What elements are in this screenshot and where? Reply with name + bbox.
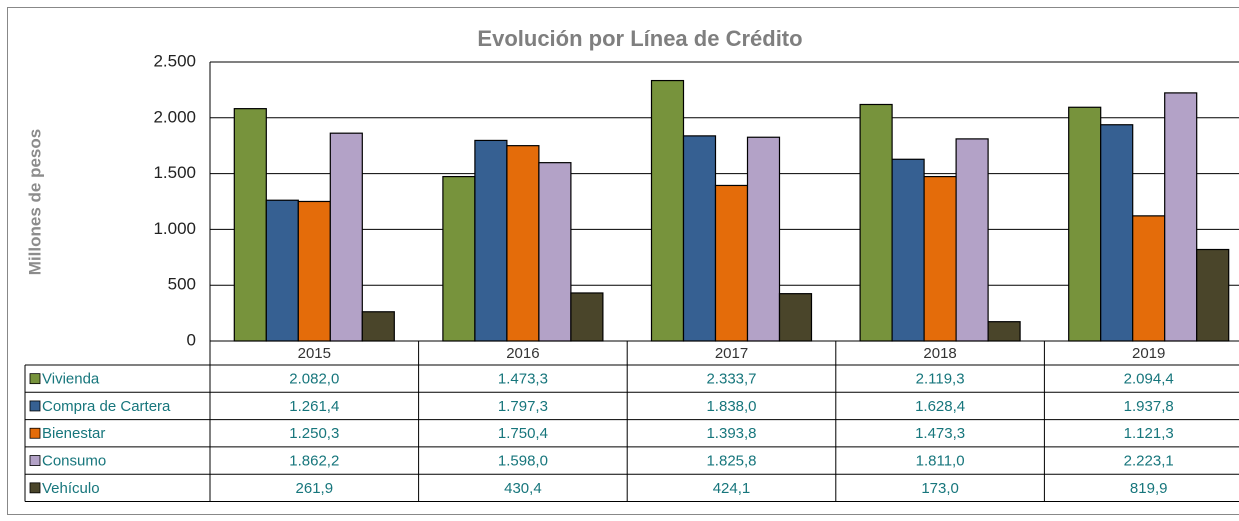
bar	[1100, 124, 1134, 342]
value-label: 1.473,3	[498, 371, 548, 388]
value-label: 1.750,4	[498, 425, 548, 442]
value-label: 1.393,8	[706, 425, 756, 442]
bar	[746, 136, 781, 342]
bar	[778, 293, 813, 342]
value-label: 1.838,0	[706, 398, 756, 415]
y-tick-label: 2.000	[153, 107, 196, 126]
bar	[682, 135, 717, 342]
bar	[891, 158, 925, 342]
value-label: 261,9	[296, 480, 334, 497]
value-label: 1.473,3	[915, 425, 965, 442]
value-label: 424,1	[713, 480, 751, 497]
value-label: 1.862,2	[289, 453, 339, 470]
bar	[955, 138, 989, 342]
legend-key	[29, 427, 41, 439]
bar	[650, 79, 685, 342]
value-label: 819,9	[1130, 480, 1168, 497]
bar	[442, 175, 476, 342]
bar	[474, 139, 508, 342]
bar	[233, 108, 267, 342]
x-tick-label: 2017	[715, 345, 748, 362]
legend-key	[29, 455, 41, 466]
value-label: 1.797,3	[498, 398, 548, 415]
legend-label: Vehículo	[42, 480, 100, 497]
bar	[859, 103, 893, 342]
legend-key	[29, 482, 41, 494]
legend-key	[29, 400, 41, 412]
bar	[1164, 92, 1198, 342]
chart-frame	[7, 7, 1239, 515]
y-tick-label: 2.500	[153, 51, 196, 70]
bar	[987, 321, 1021, 342]
bar	[714, 184, 749, 342]
value-label: 2.094,4	[1124, 371, 1174, 388]
legend-label: Compra de Cartera	[42, 398, 171, 415]
bar	[506, 145, 540, 342]
legend-label: Vivienda	[42, 371, 100, 388]
x-tick-label: 2018	[923, 345, 956, 362]
value-label: 1.121,3	[1124, 425, 1174, 442]
bar	[538, 162, 572, 342]
y-axis-label: Millones de pesos	[25, 129, 44, 275]
bar	[297, 200, 331, 342]
value-label: 1.825,8	[706, 453, 756, 470]
bar	[265, 199, 299, 342]
x-tick-label: 2019	[1132, 345, 1165, 362]
value-label: 1.628,4	[915, 398, 965, 415]
y-tick-label: 0	[187, 330, 196, 349]
value-label: 1.598,0	[498, 453, 548, 470]
bar	[1132, 215, 1166, 342]
bar	[570, 292, 604, 342]
legend-label: Bienestar	[42, 425, 105, 442]
value-label: 1.261,4	[289, 398, 339, 415]
bar	[1196, 248, 1230, 342]
value-label: 1.811,0	[916, 453, 965, 470]
value-label: 2.119,3	[916, 371, 965, 388]
value-label: 2.223,1	[1124, 453, 1174, 470]
bar	[1068, 106, 1102, 342]
value-label: 1.937,8	[1124, 398, 1174, 415]
value-label: 2.082,0	[289, 371, 339, 388]
x-tick-label: 2016	[506, 345, 539, 362]
value-label: 2.333,7	[706, 371, 756, 388]
bar	[923, 175, 957, 342]
value-label: 430,4	[504, 480, 542, 497]
legend-key	[29, 373, 41, 385]
value-label: 1.250,3	[289, 425, 339, 442]
x-tick-label: 2015	[298, 345, 331, 362]
chart-title: Evolución por Línea de Crédito	[477, 26, 802, 51]
value-label: 173,0	[921, 480, 959, 497]
y-tick-label: 1.500	[153, 163, 196, 182]
bar	[329, 132, 363, 342]
legend-label: Consumo	[42, 453, 106, 470]
y-tick-label: 500	[168, 275, 196, 294]
y-tick-label: 1.000	[153, 219, 196, 238]
bar	[361, 311, 395, 342]
